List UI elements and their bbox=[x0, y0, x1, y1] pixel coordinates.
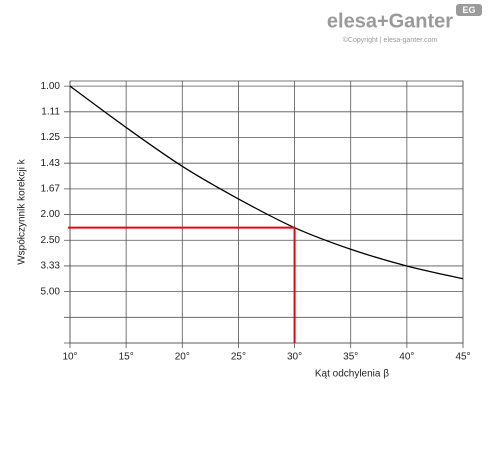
x-tick-label: 30° bbox=[287, 352, 302, 363]
y-tick-label: 1.00 bbox=[41, 81, 61, 92]
plot-frame bbox=[69, 80, 464, 344]
logo-badge-bg bbox=[456, 4, 482, 16]
x-tick-label: 25° bbox=[231, 352, 246, 363]
y-tick-label: 5.00 bbox=[41, 286, 61, 297]
x-tick-label: 40° bbox=[399, 352, 414, 363]
y-tick-label: 2.00 bbox=[41, 209, 61, 220]
y-axis-label: Współczynnik korekcji k bbox=[17, 158, 28, 265]
curve bbox=[69, 85, 464, 280]
y-tick-label: 1.67 bbox=[41, 184, 61, 195]
y-tick-label: 1.43 bbox=[41, 158, 61, 169]
y-tick-label: 1.25 bbox=[41, 132, 61, 143]
y-tick-label: 3.33 bbox=[41, 261, 61, 272]
x-tick-label: 20° bbox=[175, 352, 190, 363]
x-tick-label: 15° bbox=[119, 352, 134, 363]
y-tick-label: 1.11 bbox=[41, 106, 60, 117]
x-axis-label: Kąt odchylenia β bbox=[315, 369, 389, 380]
logo-copyright: ©Copyright | elesa-ganter.com bbox=[343, 36, 438, 44]
x-tick-label: 10° bbox=[62, 352, 77, 363]
x-tick-label: 45° bbox=[455, 352, 470, 363]
x-tick-label: 35° bbox=[343, 352, 358, 363]
logo-brand: elesa+Ganter bbox=[327, 10, 453, 32]
y-tick-label: 2.50 bbox=[41, 235, 61, 246]
logo-badge: EG bbox=[462, 5, 475, 15]
